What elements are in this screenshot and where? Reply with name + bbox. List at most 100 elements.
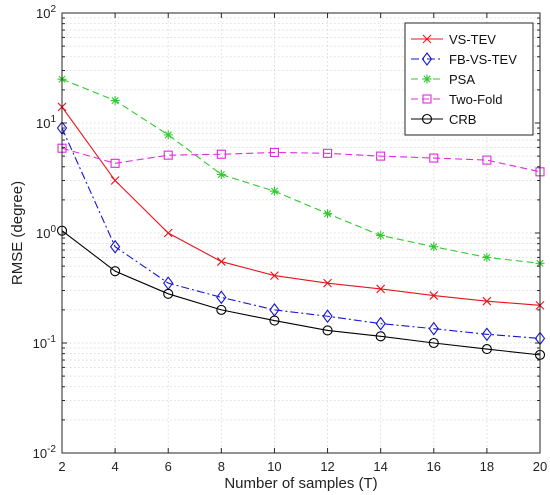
marker-stroke bbox=[422, 34, 432, 44]
y-tick-base: 10 bbox=[33, 336, 47, 351]
data-point-crb bbox=[269, 315, 280, 326]
data-point-vs-tev bbox=[376, 284, 386, 294]
marker-stroke bbox=[430, 243, 438, 251]
marker-stroke bbox=[377, 231, 385, 240]
series-layer bbox=[56, 74, 546, 360]
x-tick-label: 20 bbox=[533, 459, 547, 474]
marker-stroke bbox=[110, 176, 120, 185]
marker-stroke bbox=[423, 75, 431, 83]
legend-marker bbox=[421, 52, 433, 66]
data-point-crb bbox=[216, 304, 227, 315]
marker-stroke bbox=[323, 210, 332, 218]
marker-stroke bbox=[164, 131, 172, 139]
data-point-fb-vs-tev bbox=[428, 321, 439, 336]
legend-item-fb-vs-tev: FB-VS-TEV bbox=[411, 52, 517, 67]
marker-stroke bbox=[483, 253, 491, 261]
legend-label: PSA bbox=[449, 72, 475, 87]
x-axis-tick-labels: 2 4 6 8 10 12 14 16 18 20 bbox=[58, 459, 547, 474]
legend-item-psa: PSA bbox=[411, 72, 475, 87]
data-point-vs-tev bbox=[216, 257, 226, 266]
tick-marks bbox=[61, 12, 541, 454]
y-tick-base: 10 bbox=[36, 226, 50, 241]
data-point-two-fold bbox=[429, 153, 439, 163]
data-point-vs-tev bbox=[482, 296, 492, 306]
data-point-crb bbox=[428, 337, 439, 349]
data-point-vs-tev bbox=[163, 228, 173, 238]
x-tick-label: 2 bbox=[58, 459, 65, 474]
data-point-psa bbox=[216, 170, 226, 180]
x-tick-label: 6 bbox=[165, 459, 172, 474]
x-tick-label: 18 bbox=[480, 459, 494, 474]
y-tick-base: 10 bbox=[36, 116, 50, 131]
legend-item-crb: CRB bbox=[411, 112, 476, 127]
data-point-two-fold bbox=[323, 148, 333, 158]
x-tick-label: 4 bbox=[111, 459, 118, 474]
y-tick-exponent: 0 bbox=[50, 224, 56, 235]
legend-label: VS-TEV bbox=[449, 32, 496, 47]
y-axis-title: RMSE (degree) bbox=[9, 181, 26, 285]
data-point-two-fold bbox=[269, 147, 279, 157]
data-point-crb bbox=[481, 344, 492, 355]
y-tick-label: 102 bbox=[36, 4, 56, 21]
legend-item-two-fold: Two-Fold bbox=[411, 92, 502, 107]
x-tick-label: 14 bbox=[373, 459, 387, 474]
y-tick-label: 10-1 bbox=[33, 334, 57, 351]
data-point-fb-vs-tev bbox=[109, 239, 121, 254]
data-point-vs-tev bbox=[323, 278, 332, 288]
marker-stroke bbox=[217, 170, 225, 179]
data-point-vs-tev bbox=[270, 271, 279, 280]
marker-stroke bbox=[163, 228, 173, 238]
data-point-two-fold bbox=[216, 149, 226, 159]
series-line-crb bbox=[61, 230, 541, 356]
y-tick-base: 10 bbox=[33, 446, 47, 461]
data-point-psa bbox=[110, 96, 120, 106]
y-tick-exponent: 2 bbox=[50, 4, 56, 15]
y-tick-label: 100 bbox=[36, 224, 56, 241]
data-point-vs-tev bbox=[429, 291, 439, 300]
x-tick-label: 10 bbox=[267, 459, 281, 474]
legend-label: Two-Fold bbox=[449, 92, 502, 107]
data-point-two-fold bbox=[163, 150, 173, 160]
y-tick-label: 10-2 bbox=[33, 444, 57, 461]
data-point-crb bbox=[110, 266, 121, 277]
legend-label: CRB bbox=[449, 112, 476, 127]
data-point-vs-tev bbox=[110, 176, 120, 185]
data-point-psa bbox=[269, 186, 279, 196]
marker-stroke bbox=[482, 296, 492, 306]
data-point-fb-vs-tev bbox=[322, 309, 333, 324]
marker-stroke bbox=[270, 271, 279, 280]
marker-stroke bbox=[111, 96, 119, 105]
y-tick-exponent: -1 bbox=[47, 334, 56, 345]
x-tick-label: 16 bbox=[427, 459, 441, 474]
x-axis-title: Number of samples (T) bbox=[224, 475, 377, 492]
legend-label: FB-VS-TEV bbox=[449, 52, 517, 67]
legend-marker bbox=[422, 34, 432, 44]
data-point-crb bbox=[322, 325, 333, 336]
x-tick-label: 12 bbox=[320, 459, 334, 474]
series-line-fb-vs-tev bbox=[61, 127, 541, 339]
data-point-crb bbox=[375, 331, 386, 342]
y-tick-exponent: 1 bbox=[50, 114, 56, 125]
legend-marker bbox=[421, 113, 433, 125]
legend-marker bbox=[422, 74, 432, 84]
data-point-psa bbox=[163, 130, 173, 140]
data-point-fb-vs-tev bbox=[481, 327, 493, 342]
series-line-two-fold bbox=[61, 147, 541, 173]
data-point-psa bbox=[323, 209, 333, 219]
data-point-crb bbox=[163, 288, 174, 299]
marker-stroke bbox=[429, 291, 439, 300]
marker-stroke bbox=[376, 284, 386, 294]
data-point-fb-vs-tev bbox=[216, 290, 227, 305]
data-point-two-fold bbox=[110, 158, 120, 168]
data-point-psa bbox=[376, 230, 386, 240]
legend-item-vs-tev: VS-TEV bbox=[411, 32, 496, 47]
marker-stroke bbox=[323, 278, 332, 288]
data-point-psa bbox=[429, 242, 439, 252]
y-tick-base: 10 bbox=[36, 6, 50, 21]
x-tick-label: 8 bbox=[218, 459, 225, 474]
data-point-two-fold bbox=[482, 155, 492, 165]
data-point-psa bbox=[482, 252, 492, 262]
marker-stroke bbox=[216, 257, 226, 266]
